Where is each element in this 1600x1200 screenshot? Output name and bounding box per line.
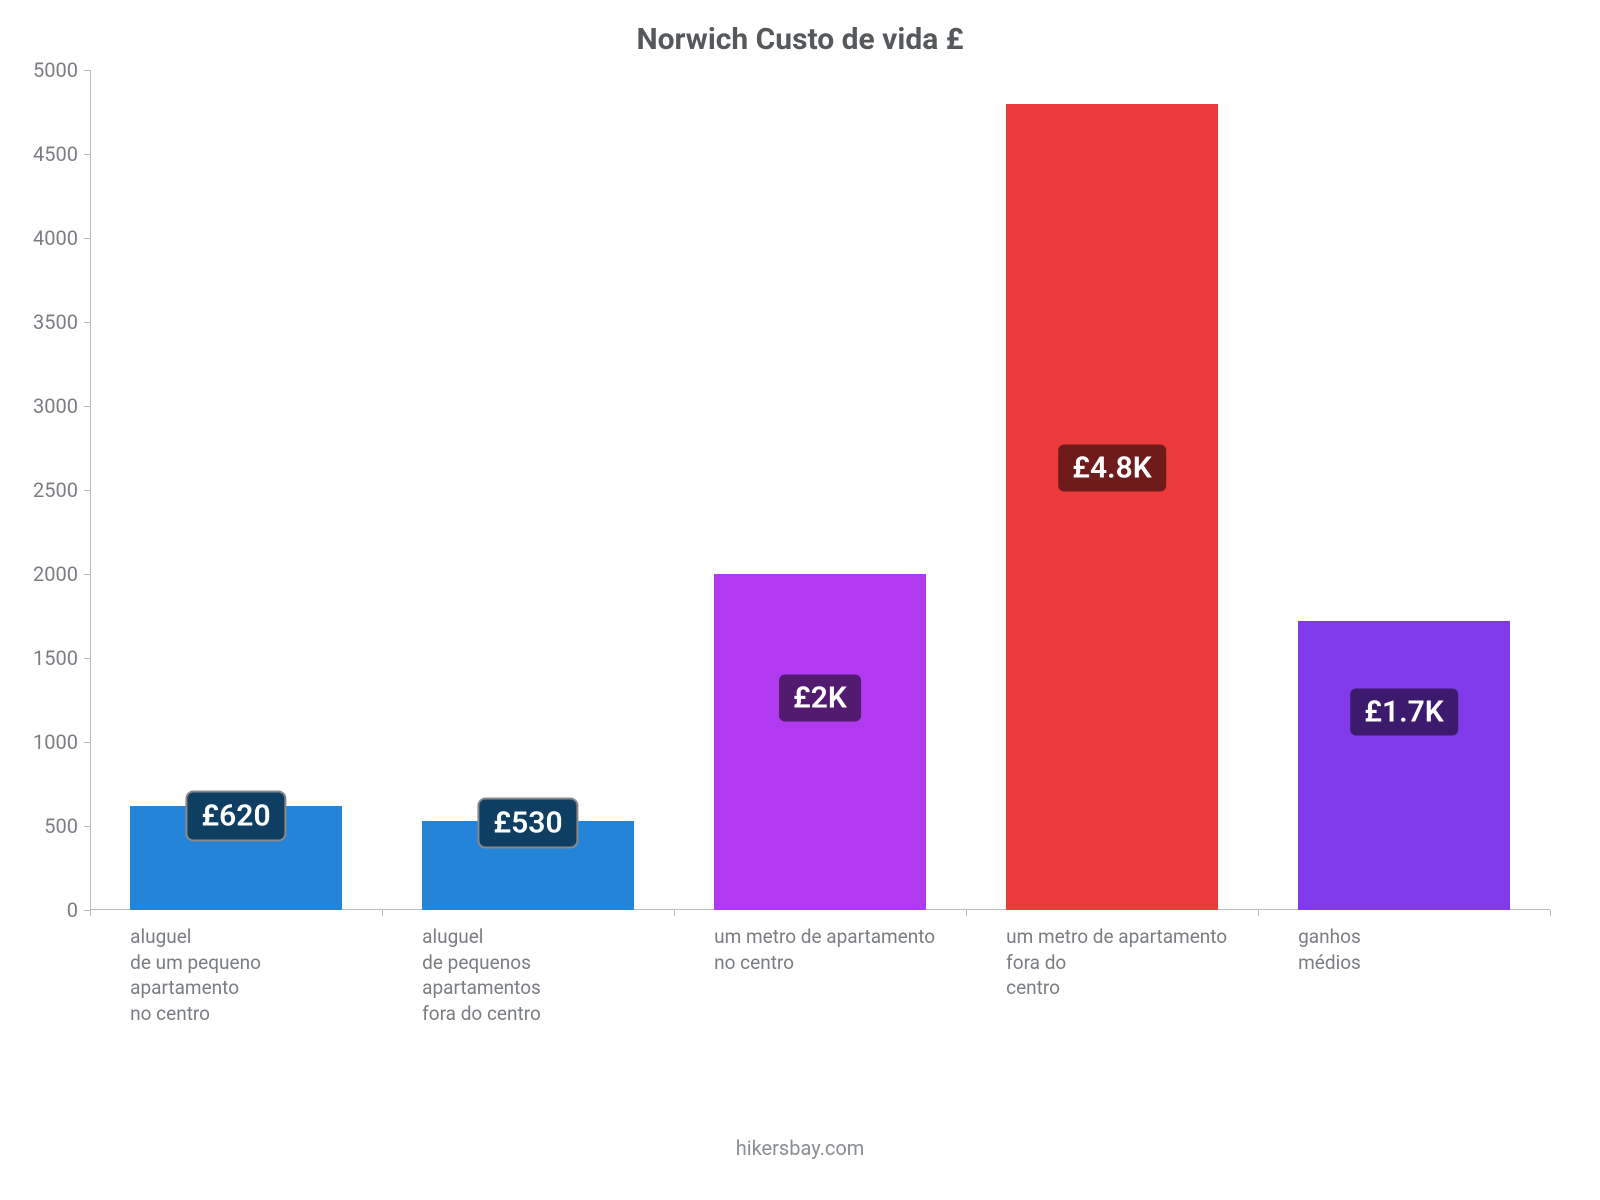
value-badge: £1.7K bbox=[1348, 686, 1460, 737]
ytick-label: 3500 bbox=[33, 310, 90, 334]
ytick-label: 2500 bbox=[33, 478, 90, 502]
ytick-label: 3000 bbox=[33, 394, 90, 418]
value-badge: £4.8K bbox=[1056, 443, 1168, 494]
chart-footer: hikersbay.com bbox=[0, 1136, 1600, 1160]
xtick-mark bbox=[1258, 910, 1259, 916]
ytick-label: 500 bbox=[44, 814, 90, 838]
xtick-mark bbox=[966, 910, 967, 916]
xtick-mark bbox=[674, 910, 675, 916]
value-badge: £2K bbox=[777, 673, 863, 724]
category-label: aluguel de um pequeno apartamento no cen… bbox=[130, 910, 422, 1027]
ytick-label: 0 bbox=[67, 898, 90, 922]
bar bbox=[1006, 104, 1218, 910]
ytick-label: 2000 bbox=[33, 562, 90, 586]
chart-title: Norwich Custo de vida £ bbox=[0, 22, 1600, 57]
ytick-label: 1000 bbox=[33, 730, 90, 754]
y-axis-line bbox=[90, 70, 91, 910]
xtick-mark bbox=[90, 910, 91, 916]
ytick-label: 5000 bbox=[33, 58, 90, 82]
ytick-label: 4000 bbox=[33, 226, 90, 250]
ytick-label: 1500 bbox=[33, 646, 90, 670]
bar bbox=[714, 574, 926, 910]
value-badge: £530 bbox=[477, 797, 578, 848]
category-label: um metro de apartamento fora do centro bbox=[1006, 910, 1298, 1001]
plot-area: 0500100015002000250030003500400045005000… bbox=[90, 70, 1550, 910]
category-label: aluguel de pequenos apartamentos fora do… bbox=[422, 910, 714, 1027]
category-label: ganhos médios bbox=[1298, 910, 1590, 975]
value-badge: £620 bbox=[185, 790, 286, 841]
ytick-label: 4500 bbox=[33, 142, 90, 166]
category-label: um metro de apartamento no centro bbox=[714, 910, 1006, 975]
xtick-mark bbox=[382, 910, 383, 916]
bar-chart: Norwich Custo de vida £ 0500100015002000… bbox=[0, 0, 1600, 1200]
bar bbox=[1298, 621, 1510, 910]
